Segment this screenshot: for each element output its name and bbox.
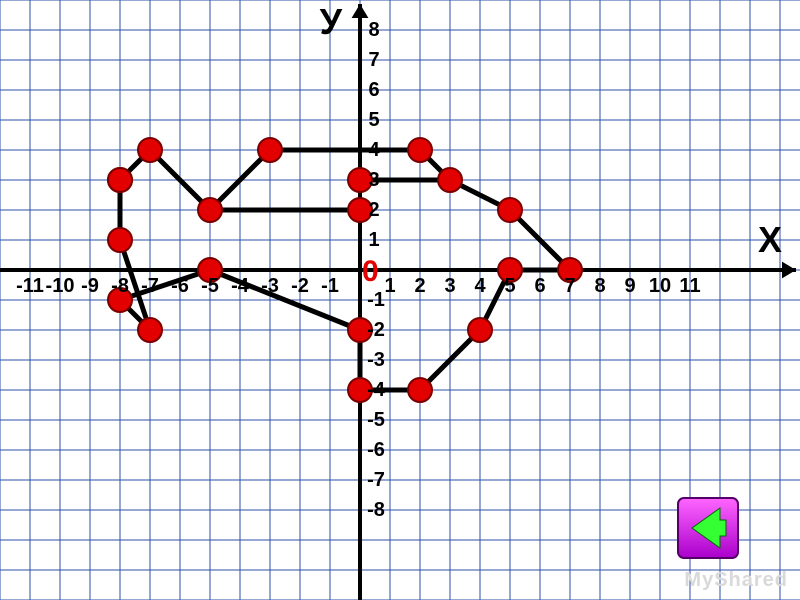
nav-back-button[interactable] bbox=[676, 496, 740, 560]
watermark-text: MyShared bbox=[684, 570, 788, 590]
